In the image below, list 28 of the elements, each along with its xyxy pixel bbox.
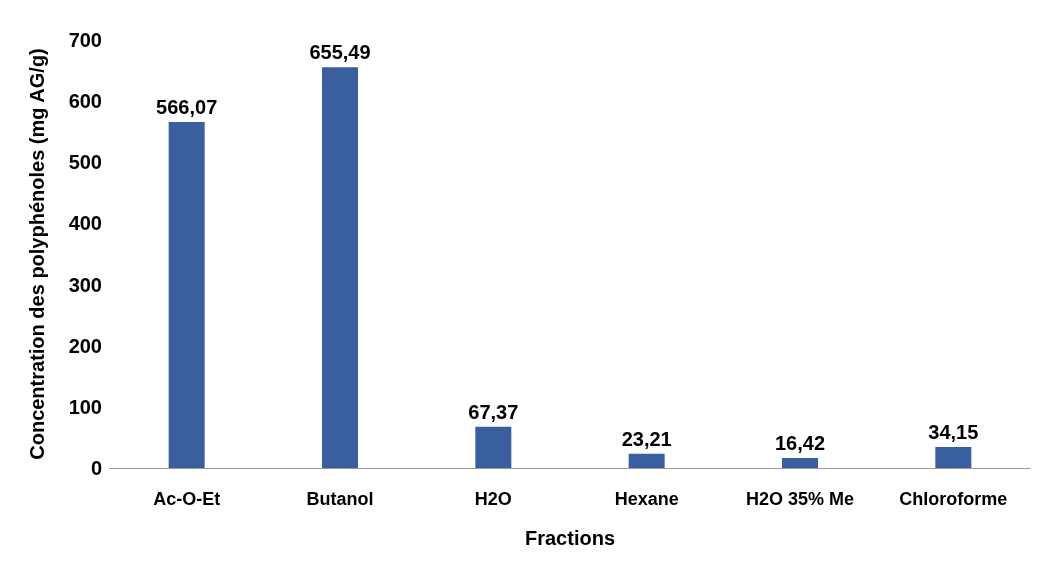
data-label: 655,49: [309, 41, 371, 64]
x-tick-label: Butanol: [306, 489, 374, 509]
bar: [322, 67, 358, 468]
x-axis-title: Fractions: [524, 527, 616, 549]
y-tick-label: 0: [90, 457, 102, 479]
x-tick-label: H2O: [474, 489, 512, 509]
y-tick-label: 100: [68, 395, 102, 418]
data-label: 566,07: [156, 95, 218, 118]
y-tick-label: 200: [68, 334, 102, 357]
bar: [935, 447, 972, 468]
bar: [628, 453, 665, 468]
y-tick-label: 400: [68, 212, 102, 235]
y-tick-label: 500: [68, 151, 102, 174]
bar: [782, 457, 818, 468]
data-label: 67,37: [468, 400, 519, 423]
x-tick-label: Chloroforme: [899, 489, 1008, 509]
y-tick-label: 600: [68, 90, 102, 113]
y-tick-label: 700: [68, 29, 102, 51]
x-tick-label: H2O 35% Me: [745, 489, 855, 509]
data-label: 34,15: [928, 421, 979, 444]
y-tick-label: 300: [68, 273, 102, 296]
bar: [475, 426, 512, 468]
bar: [168, 121, 205, 468]
data-label: 16,42: [774, 431, 826, 454]
y-axis-title: Concentration des polyphénoles (mg AG/g): [26, 48, 48, 460]
x-tick-label: Hexane: [614, 489, 679, 509]
data-label: 23,21: [621, 427, 672, 450]
x-tick-label: Ac-O-Et: [153, 489, 221, 509]
